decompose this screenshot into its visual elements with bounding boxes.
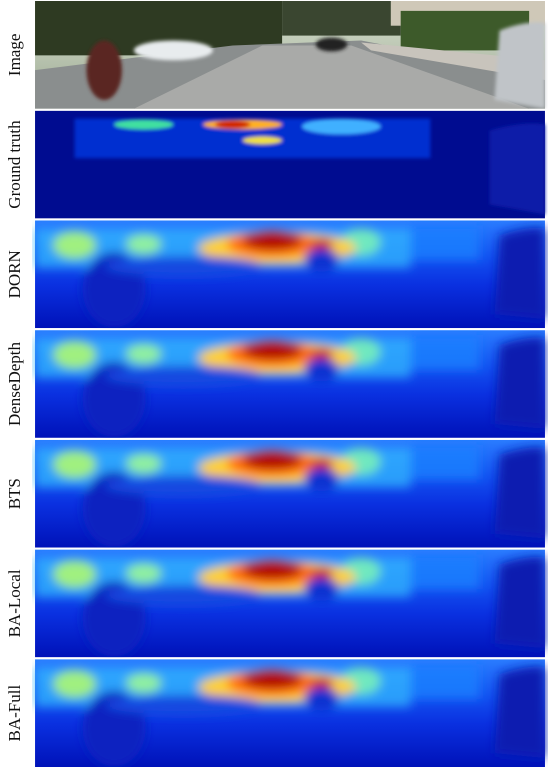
panel-depth [35,440,545,548]
row-label: DenseDepth [5,341,24,426]
row-label: BTS [5,478,24,509]
row-label: Image [5,34,24,76]
panel-depth [35,330,545,438]
row-label: BA-Full [5,685,24,742]
row-label: BA-Local [5,569,24,637]
panel-depth [35,659,545,767]
panel-depth [35,550,545,658]
panel-sparse [35,111,545,219]
panel-image [35,1,545,109]
row-label: Ground truth [5,120,24,209]
panel-depth [35,220,545,328]
row-label: DORN [5,250,24,298]
